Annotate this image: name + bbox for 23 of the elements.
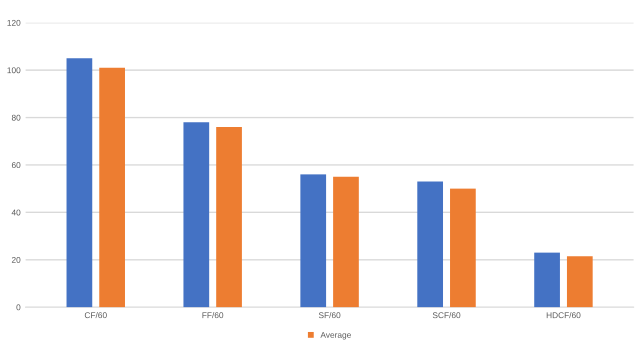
y-tick-label: 60 bbox=[12, 162, 20, 168]
bar bbox=[450, 188, 476, 308]
bar bbox=[417, 182, 444, 308]
bar bbox=[333, 176, 359, 308]
bar bbox=[183, 122, 210, 308]
y-tick-label: 0 bbox=[16, 304, 20, 310]
bar bbox=[66, 58, 92, 308]
bar bbox=[566, 256, 593, 308]
x-tick-label: SCF/60 bbox=[432, 312, 460, 318]
x-tick-label: SF/60 bbox=[318, 312, 340, 318]
y-tick-label: 40 bbox=[12, 210, 20, 216]
y-tick-label: 80 bbox=[12, 114, 20, 121]
y-tick-label: 20 bbox=[12, 256, 20, 263]
x-tick-label: CF/60 bbox=[84, 312, 107, 318]
legend-label: Average bbox=[320, 332, 351, 340]
x-tick-label: HDCF/60 bbox=[546, 312, 580, 318]
bar bbox=[300, 174, 326, 308]
bar bbox=[216, 127, 242, 308]
bar bbox=[99, 68, 125, 308]
y-tick-label: 120 bbox=[7, 20, 20, 26]
bar bbox=[534, 252, 560, 308]
y-tick-label: 100 bbox=[7, 67, 20, 74]
x-tick-label: FF/60 bbox=[202, 312, 224, 318]
